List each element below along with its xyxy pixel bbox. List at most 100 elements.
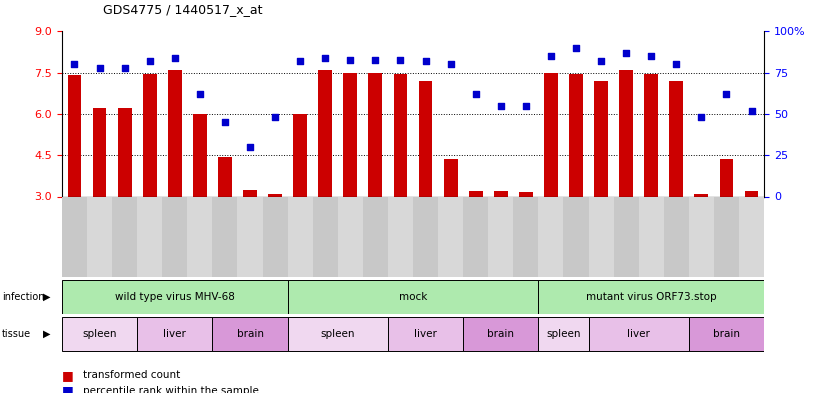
Bar	[488, 196, 513, 277]
Text: transformed count: transformed count	[83, 370, 180, 380]
Bar	[513, 196, 539, 277]
Bar	[87, 196, 112, 277]
Bar	[218, 156, 232, 196]
Bar	[594, 81, 608, 196]
Text: mock: mock	[399, 292, 427, 302]
Point	[595, 58, 608, 64]
Text: brain: brain	[487, 329, 515, 339]
Bar	[563, 196, 588, 277]
Text: liver: liver	[164, 329, 186, 339]
Bar	[338, 196, 363, 277]
Point	[319, 55, 332, 61]
Text: GDS4775 / 1440517_x_at: GDS4775 / 1440517_x_at	[103, 3, 263, 16]
Bar	[268, 194, 282, 196]
Bar	[614, 196, 638, 277]
Point	[670, 61, 683, 68]
Text: spleen: spleen	[320, 329, 355, 339]
Bar	[212, 317, 287, 351]
Point	[569, 45, 582, 51]
Bar	[714, 196, 739, 277]
Text: ▶: ▶	[43, 292, 50, 302]
Point	[394, 56, 407, 62]
Bar	[137, 317, 212, 351]
Text: liver: liver	[414, 329, 437, 339]
Bar	[620, 70, 633, 196]
Bar	[539, 280, 764, 314]
Point	[469, 91, 482, 97]
Bar	[638, 196, 664, 277]
Bar	[588, 317, 689, 351]
Bar	[193, 114, 206, 196]
Point	[143, 58, 156, 64]
Text: ▶: ▶	[43, 329, 50, 339]
Bar	[162, 196, 188, 277]
Bar	[494, 191, 508, 196]
Bar	[363, 196, 388, 277]
Point	[745, 108, 758, 114]
Bar	[744, 191, 758, 196]
Bar	[689, 196, 714, 277]
Point	[118, 64, 131, 71]
Text: liver: liver	[627, 329, 650, 339]
Text: tissue: tissue	[2, 329, 31, 339]
Text: spleen: spleen	[546, 329, 581, 339]
Bar	[62, 280, 287, 314]
Text: brain: brain	[236, 329, 263, 339]
Point	[193, 91, 206, 97]
Point	[368, 56, 382, 62]
Text: ■: ■	[62, 384, 78, 393]
Text: spleen: spleen	[83, 329, 116, 339]
Bar	[368, 73, 382, 196]
Bar	[238, 196, 263, 277]
Bar	[143, 74, 157, 196]
Bar	[62, 317, 137, 351]
Bar	[344, 73, 357, 196]
Bar	[62, 196, 87, 277]
Text: infection: infection	[2, 292, 44, 302]
Bar	[287, 317, 388, 351]
Point	[68, 61, 81, 68]
Bar	[539, 196, 563, 277]
Bar	[93, 108, 107, 196]
Point	[344, 56, 357, 62]
Point	[244, 144, 257, 150]
Bar	[644, 74, 658, 196]
Bar	[212, 196, 238, 277]
Bar	[188, 196, 212, 277]
Bar	[137, 196, 162, 277]
Bar	[388, 196, 413, 277]
Point	[419, 58, 432, 64]
Bar	[393, 74, 407, 196]
Point	[644, 53, 657, 59]
Bar	[669, 81, 683, 196]
Bar	[469, 191, 482, 196]
Bar	[388, 317, 463, 351]
Bar	[413, 196, 438, 277]
Text: brain: brain	[713, 329, 740, 339]
Point	[494, 103, 507, 109]
Bar	[313, 196, 338, 277]
Point	[93, 64, 107, 71]
Point	[169, 55, 182, 61]
Bar	[168, 70, 182, 196]
Bar	[318, 70, 332, 196]
Bar	[689, 317, 764, 351]
Point	[444, 61, 458, 68]
Bar	[419, 81, 433, 196]
Bar	[544, 73, 558, 196]
Bar	[287, 196, 313, 277]
Bar	[438, 196, 463, 277]
Bar	[463, 196, 488, 277]
Point	[620, 50, 633, 56]
Bar	[293, 114, 307, 196]
Point	[520, 103, 533, 109]
Bar	[263, 196, 287, 277]
Point	[695, 114, 708, 120]
Bar	[739, 196, 764, 277]
Bar	[68, 75, 82, 196]
Bar	[589, 196, 614, 277]
Point	[293, 58, 306, 64]
Bar	[539, 317, 588, 351]
Text: percentile rank within the sample: percentile rank within the sample	[83, 386, 259, 393]
Bar	[243, 189, 257, 196]
